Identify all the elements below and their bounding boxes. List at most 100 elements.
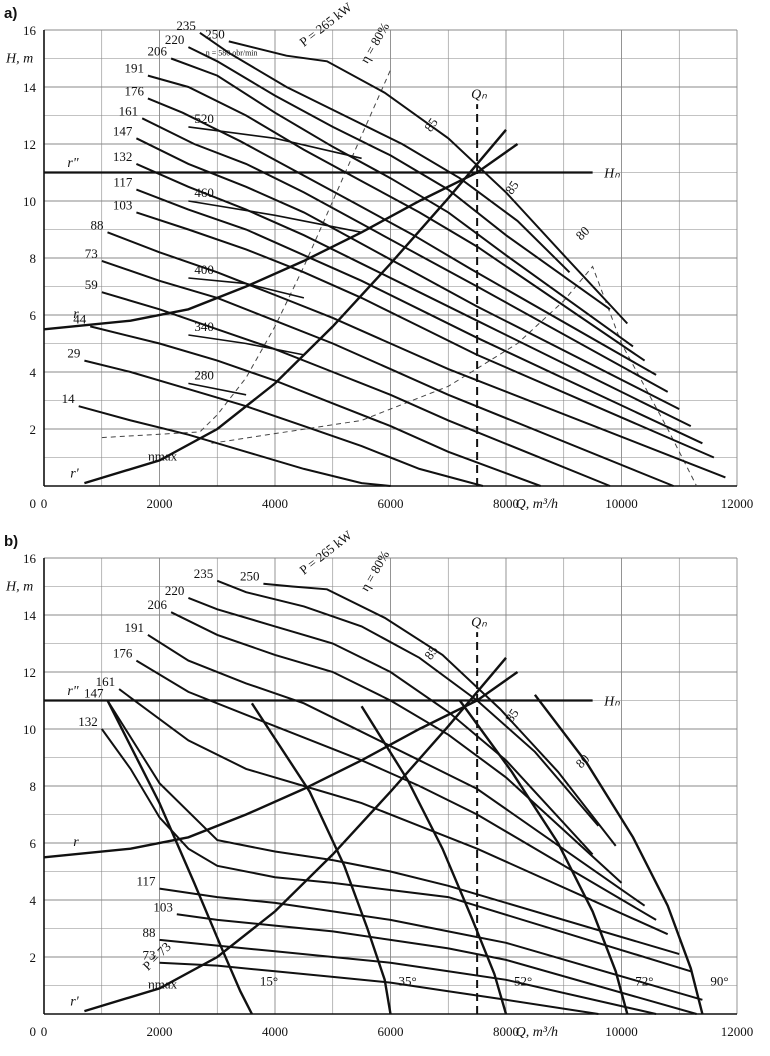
chart-b-grid bbox=[43, 557, 738, 1015]
chart-b-ytick-label: 12 bbox=[23, 665, 36, 680]
chart-a-series-191 bbox=[147, 74, 646, 362]
chart-panel-b: 0 2000 4000 6000 8000 10000 12000 2 4 6 8 10 12 14 16 0… bbox=[0, 528, 770, 1056]
chart-a-efficiency-curve-85 bbox=[211, 265, 698, 487]
chart-b-xtick-label: 12000 bbox=[721, 1024, 754, 1039]
chart-b-series-label-161: 161 bbox=[96, 674, 116, 689]
chart-b-annotation-power: P = 265 kW bbox=[296, 528, 355, 577]
chart-a-annotation-eta-max: ηmax bbox=[148, 448, 178, 463]
chart-a-ytick-label: 14 bbox=[23, 80, 37, 95]
chart-b-angle-label-72: 72° bbox=[635, 974, 653, 989]
chart-b-angle-label-90: 90° bbox=[710, 974, 728, 989]
chart-a-origin-label: 0 bbox=[30, 496, 37, 511]
chart-b-xtick-label: 8000 bbox=[493, 1024, 519, 1039]
chart-b-angle-curve-52 bbox=[360, 705, 508, 1015]
chart-a-series-label-206: 206 bbox=[148, 44, 168, 59]
chart-a-ytick-label: 16 bbox=[23, 23, 37, 38]
chart-b-y-axis-label: H, m bbox=[5, 580, 33, 595]
chart-a-series-label-103: 103 bbox=[113, 197, 133, 212]
chart-a-annotation-r-double: r" bbox=[67, 156, 78, 171]
chart-a-flow-line-460 bbox=[188, 200, 362, 234]
chart-b-annotation-eta-max: ηmax bbox=[148, 976, 178, 991]
chart-a-series-label-88: 88 bbox=[91, 217, 104, 232]
chart-a-ytick-label: 6 bbox=[30, 308, 37, 323]
chart-b-resistance-r bbox=[43, 671, 519, 859]
chart-a-flow-line-280 bbox=[188, 382, 247, 396]
chart-a-flow-line-400 bbox=[188, 277, 305, 299]
chart-b-ytick-label: 6 bbox=[30, 836, 37, 851]
chart-a-xtick-label: 10000 bbox=[605, 496, 638, 511]
chart-a-panel-label: a) bbox=[4, 5, 17, 22]
chart-b-origin-label: 0 bbox=[30, 1024, 37, 1039]
chart-a-y-axis-label: H, m bbox=[5, 52, 33, 67]
chart-b-xtick-label: 4000 bbox=[262, 1024, 288, 1039]
chart-a-series-label-250: 250 bbox=[205, 26, 225, 41]
chart-b-series-250 bbox=[263, 582, 617, 847]
chart-a-annotation-eff-80-right: 80 bbox=[573, 223, 593, 243]
chart-a-annotation-speed-note: n = 580 obr/min bbox=[206, 49, 258, 58]
chart-a-series-label-191: 191 bbox=[124, 61, 144, 76]
chart-b-series-117 bbox=[159, 887, 703, 1001]
chart-a-resistance-r bbox=[84, 129, 507, 485]
chart-b-ytick-label: 8 bbox=[30, 779, 37, 794]
chart-panel-a: 0 2000 4000 6000 8000 10000 12000 2 4 6 8 10 12 14 16 0… bbox=[4, 0, 753, 512]
chart-b-nominal-flow-label: Qₙ bbox=[471, 615, 487, 630]
chart-b-angle-label-35: 35° bbox=[399, 974, 417, 989]
chart-a-annotation-power: P = 265 kW bbox=[296, 0, 355, 49]
chart-a-ytick-label: 2 bbox=[30, 422, 37, 437]
chart-a-nominal-flow-label: Qₙ bbox=[471, 87, 487, 102]
chart-a-series-220 bbox=[187, 46, 611, 311]
chart-b-annotation-r-double: r" bbox=[67, 684, 78, 699]
chart-b-series-label-117: 117 bbox=[136, 874, 156, 889]
chart-a-series-label-235: 235 bbox=[176, 18, 196, 33]
chart-a-series-235 bbox=[199, 31, 571, 274]
chart-b-annotation-r-prime: r' bbox=[70, 994, 79, 1009]
chart-b-angle-curve-90 bbox=[533, 694, 704, 1015]
chart-a-series-label-147: 147 bbox=[113, 123, 133, 138]
chart-b-angle-curve-15 bbox=[106, 699, 253, 1015]
chart-b-series-label-176: 176 bbox=[113, 646, 133, 661]
chart-b-ytick-label: 4 bbox=[30, 893, 37, 908]
chart-a-flow-line-520 bbox=[188, 126, 362, 160]
chart-a-flow-line-label-280: 280 bbox=[194, 367, 214, 382]
chart-b-series-label-206: 206 bbox=[148, 597, 168, 612]
chart-b-angle-curve-35 bbox=[250, 702, 392, 1015]
chart-a-ytick-label: 12 bbox=[23, 137, 36, 152]
chart-a-series-147 bbox=[135, 137, 680, 410]
chart-b-series-label-235: 235 bbox=[194, 566, 214, 581]
chart-b-series-label-132: 132 bbox=[78, 714, 98, 729]
chart-a-series-label-132: 132 bbox=[113, 149, 133, 164]
chart-a-annotation-r-prime: r' bbox=[70, 466, 79, 481]
chart-b-annotation-eff-85-right: 85 bbox=[502, 706, 522, 725]
chart-b-ytick-label: 10 bbox=[23, 722, 36, 737]
chart-b-series-label-147: 147 bbox=[84, 686, 104, 701]
chart-b-xtick-label: 0 bbox=[41, 1024, 48, 1039]
chart-a-resistance-r bbox=[43, 143, 519, 331]
chart-b-svg: 0 2000 4000 6000 8000 10000 12000 2 4 6 8 10 12 14 16 0… bbox=[4, 528, 754, 1040]
chart-a-series-88 bbox=[107, 231, 726, 479]
chart-b-angle-label-52: 52° bbox=[514, 974, 532, 989]
chart-a-annotation-eff-85-right: 85 bbox=[502, 178, 522, 197]
chart-b-series-label-103: 103 bbox=[153, 899, 173, 914]
chart-a-xtick-label: 0 bbox=[41, 496, 48, 511]
chart-b-series-176 bbox=[135, 659, 657, 921]
chart-a-series-label-73: 73 bbox=[85, 246, 98, 261]
chart-a-series-206 bbox=[170, 57, 634, 348]
chart-b-xtick-label: 2000 bbox=[147, 1024, 173, 1039]
chart-a-series-label-161: 161 bbox=[119, 103, 139, 118]
chart-a-series-103 bbox=[136, 211, 715, 459]
chart-b-series-label-191: 191 bbox=[124, 620, 144, 635]
chart-a-xtick-label: 6000 bbox=[378, 496, 404, 511]
chart-b-annotation-eff-85-top: 85 bbox=[421, 643, 441, 662]
chart-b-series-label-73: 73 bbox=[143, 948, 156, 963]
chart-a-ytick-label: 10 bbox=[23, 194, 36, 209]
chart-a-series-117 bbox=[136, 188, 703, 445]
chart-a-series-label-29: 29 bbox=[67, 346, 80, 361]
chart-a-flow-line-label-400: 400 bbox=[194, 262, 214, 277]
chart-b-ytick-label: 16 bbox=[23, 551, 37, 566]
chart-b-series-103 bbox=[176, 913, 697, 1015]
chart-a-flow-line-label-460: 460 bbox=[194, 185, 214, 200]
chart-a-series-label-117: 117 bbox=[113, 175, 133, 190]
chart-b-annotation-r: r bbox=[73, 835, 79, 850]
chart-a-ytick-label: 8 bbox=[30, 251, 37, 266]
chart-a-series-14 bbox=[78, 405, 391, 487]
